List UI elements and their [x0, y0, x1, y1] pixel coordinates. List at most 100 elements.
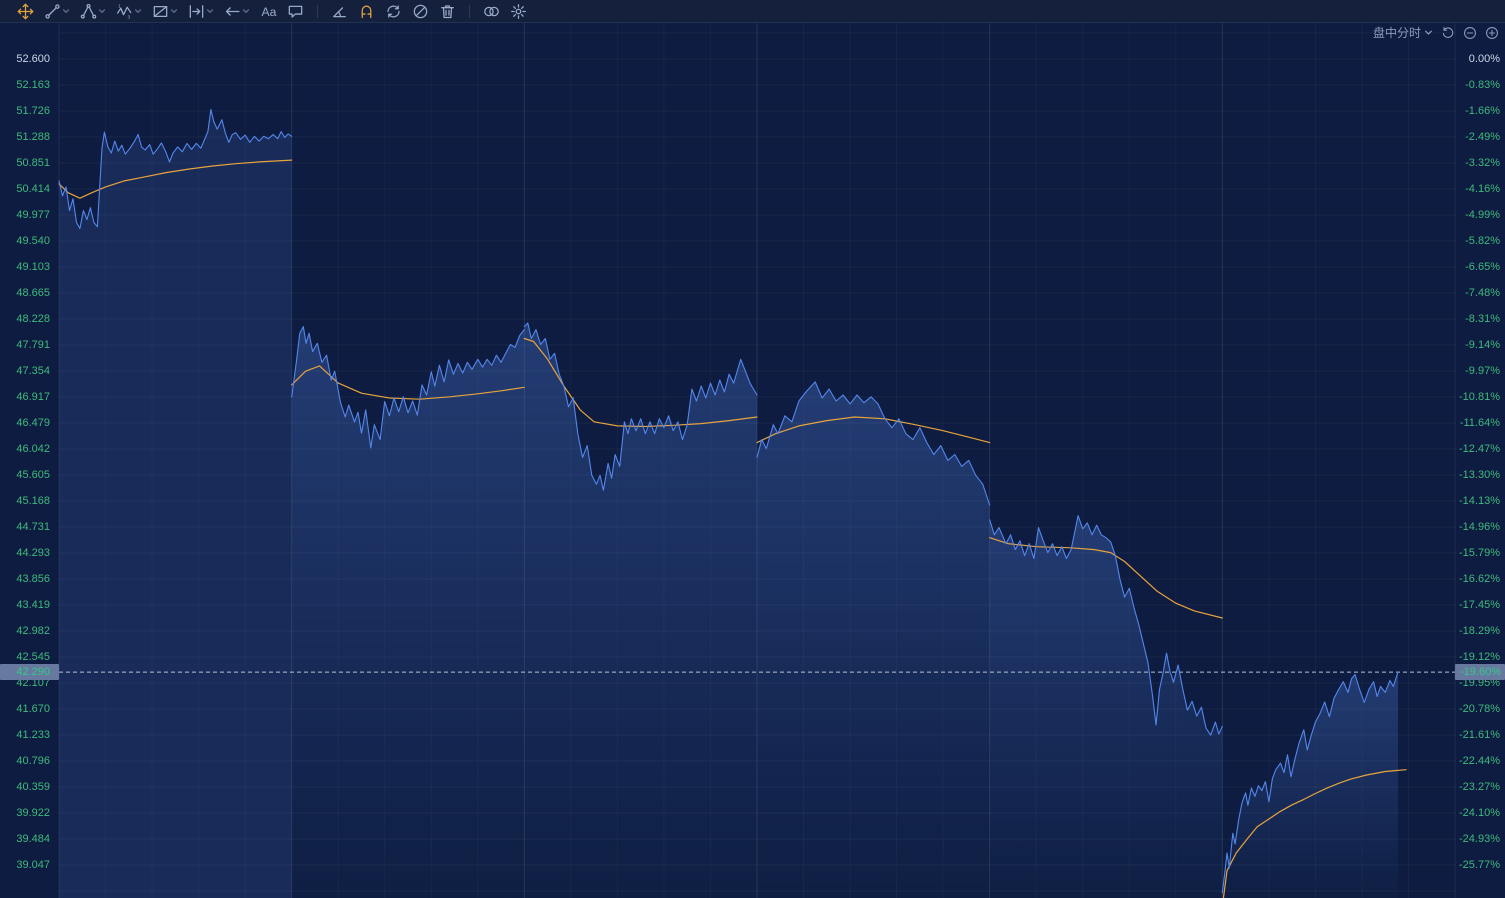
- reset-zoom-button[interactable]: [1441, 26, 1455, 40]
- price-tick-label: 49.540: [16, 235, 50, 247]
- hide-drawings-icon: [412, 3, 429, 20]
- percent-tick-label: -0.83%: [1465, 79, 1500, 91]
- arrow-tool-button[interactable]: [219, 0, 255, 22]
- percent-tick-label: -20.78%: [1459, 703, 1500, 715]
- percent-tick-label: -9.97%: [1465, 365, 1500, 377]
- delete-tool-button[interactable]: [434, 0, 461, 22]
- text-tool-button[interactable]: Aa: [255, 0, 282, 22]
- percent-tick-label: -17.45%: [1459, 599, 1500, 611]
- chevron-down-icon[interactable]: [134, 7, 142, 15]
- zoom-controls: [1441, 26, 1499, 40]
- price-tick-label: 46.479: [16, 417, 50, 429]
- price-tick-label: 43.419: [16, 599, 50, 611]
- session-3-avg-line: [523, 337, 758, 428]
- session-4-fill: [757, 381, 990, 898]
- session-2-fill: [291, 326, 525, 898]
- percent-tick-label: -11.64%: [1459, 417, 1500, 429]
- percent-tick-label: -13.30%: [1459, 469, 1500, 481]
- angle-tool-button[interactable]: [326, 0, 353, 22]
- session-5-fill: [989, 515, 1223, 898]
- price-tick-label: 40.359: [16, 781, 50, 793]
- percent-tick-label: -6.65%: [1465, 261, 1500, 273]
- toolbar-divider: [469, 4, 470, 18]
- percent-tick-label: -18.29%: [1459, 625, 1500, 637]
- percent-tick-label: -4.99%: [1465, 209, 1500, 221]
- zoom-out-button[interactable]: [1463, 26, 1477, 40]
- current-change-label: -19.60%: [1455, 664, 1505, 681]
- pitchfork-tool-button[interactable]: [75, 0, 111, 22]
- price-tick-label: 39.484: [16, 833, 50, 845]
- price-tick-label: 52.163: [16, 79, 50, 91]
- percent-tick-label: -1.66%: [1465, 105, 1500, 117]
- percent-tick-label: -24.93%: [1459, 833, 1500, 845]
- svg-text:Aa: Aa: [261, 4, 276, 18]
- chevron-down-icon: [1424, 26, 1433, 40]
- crosshair-tool-button[interactable]: [12, 0, 39, 22]
- projection-tool-button[interactable]: [183, 0, 219, 22]
- chart-controls: 盘中分时: [1373, 24, 1499, 41]
- percent-tick-label: -9.14%: [1465, 339, 1500, 351]
- percent-tick-label: -16.62%: [1459, 573, 1500, 585]
- interval-selector[interactable]: 盘中分时: [1373, 24, 1433, 41]
- session-3-fill: [524, 323, 757, 898]
- pattern-tool-button[interactable]: [147, 0, 183, 22]
- price-tick-label: 39.047: [16, 859, 50, 871]
- percent-tick-label: -10.81%: [1459, 391, 1500, 403]
- price-tick-label: 45.605: [16, 469, 50, 481]
- session-1-avg-line: [58, 159, 293, 199]
- price-tick-label: 41.670: [16, 703, 50, 715]
- percent-tick-label: -12.47%: [1459, 443, 1500, 455]
- chevron-down-icon[interactable]: [206, 7, 214, 15]
- session-4-avg-line: [756, 416, 991, 444]
- price-tick-label: 51.726: [16, 105, 50, 117]
- price-tick-label: 39.922: [16, 807, 50, 819]
- svg-text:1: 1: [118, 3, 121, 9]
- price-tick-label: 52.600: [16, 53, 50, 65]
- percent-tick-label: -7.48%: [1465, 287, 1500, 299]
- crosshair-icon: [17, 3, 34, 20]
- price-tick-label: 44.731: [16, 521, 50, 533]
- percent-tick-label: -22.44%: [1459, 755, 1500, 767]
- price-tick-label: 51.288: [16, 131, 50, 143]
- session-4-price-line: [756, 381, 991, 506]
- price-tick-label: 48.228: [16, 313, 50, 325]
- percent-tick-label: -2.49%: [1465, 131, 1500, 143]
- angle-icon: [331, 3, 348, 20]
- price-tick-label: 41.233: [16, 729, 50, 741]
- callout-tool-button[interactable]: [282, 0, 309, 22]
- price-tick-label: 46.917: [16, 391, 50, 403]
- settings-tool-button[interactable]: [505, 0, 532, 22]
- percent-tick-label: -4.16%: [1465, 183, 1500, 195]
- compare-icon: [483, 3, 500, 20]
- chevron-down-icon[interactable]: [170, 7, 178, 15]
- compare-tool-button[interactable]: [478, 0, 505, 22]
- callout-icon: [287, 3, 304, 20]
- percent-tick-label: -24.10%: [1459, 807, 1500, 819]
- price-tick-label: 45.168: [16, 495, 50, 507]
- interval-label: 盘中分时: [1372, 26, 1421, 40]
- percent-tick-label: -19.12%: [1459, 651, 1500, 663]
- magnet-tool-button[interactable]: [353, 0, 380, 22]
- session-1-price-line: [58, 108, 293, 230]
- price-tick-label: 47.354: [16, 365, 50, 377]
- price-tick-label: 40.796: [16, 755, 50, 767]
- chevron-down-icon[interactable]: [62, 7, 70, 15]
- session-1-fill: [59, 109, 292, 898]
- hide-drawings-tool-button[interactable]: [407, 0, 434, 22]
- pattern-icon: [152, 3, 169, 20]
- trendline-tool-button[interactable]: [39, 0, 75, 22]
- chevron-down-icon[interactable]: [242, 7, 250, 15]
- chevron-down-icon[interactable]: [98, 7, 106, 15]
- drawing-mode-tool-button[interactable]: [380, 0, 407, 22]
- price-tick-label: 43.856: [16, 573, 50, 585]
- price-tick-label: 49.977: [16, 209, 50, 221]
- zoom-in-button[interactable]: [1485, 26, 1499, 40]
- session-2-price-line: [291, 326, 525, 449]
- zoom-in-icon: [1486, 26, 1498, 39]
- price-tick-label: 42.982: [16, 625, 50, 637]
- current-change-value: -19.60%: [1460, 666, 1501, 679]
